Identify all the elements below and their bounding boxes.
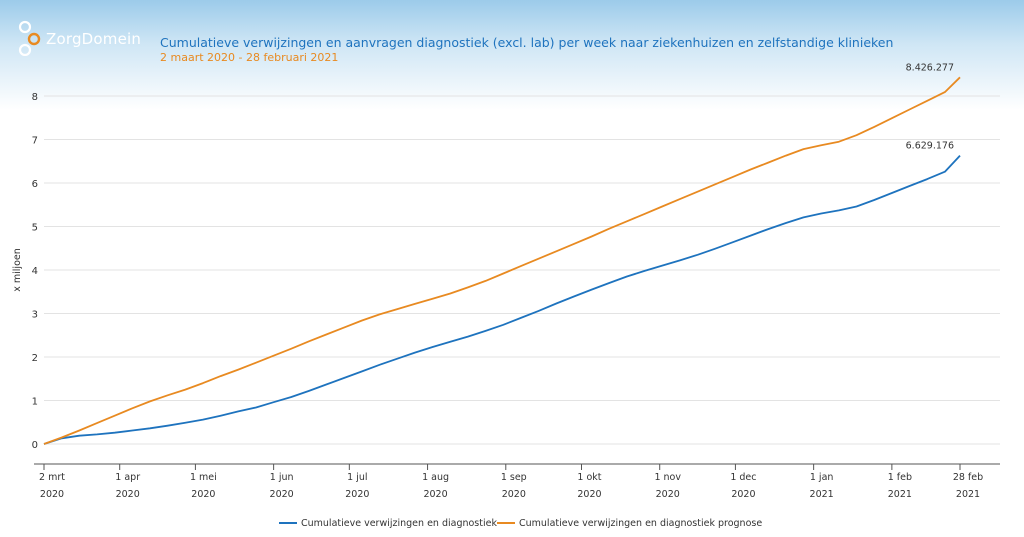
series-line-1	[43, 76, 961, 445]
x-tick-year-label: 2020	[656, 489, 680, 500]
x-tick-label: 1 dec	[730, 472, 756, 483]
x-tick-year-label: 2020	[731, 489, 755, 500]
x-tick-year-label: 2020	[270, 489, 294, 500]
x-tick-label: 2 mrt	[39, 472, 65, 483]
chart-grid	[44, 95, 1000, 445]
x-tick-label: 1 jul	[347, 472, 367, 483]
brand-name: ZorgDomein	[46, 30, 142, 48]
x-tick-year-label: 2020	[116, 489, 140, 500]
y-tick-label: 6	[32, 179, 38, 190]
brand-logo: ZorgDomein	[18, 20, 148, 56]
x-axis: 2 mrt 2020 1 apr 2020 1 mei 2020 1 jun 2020 1 ju…	[34, 463, 1000, 500]
zorgdomein-logo-icon	[18, 20, 41, 56]
legend-item-prognose: Cumulatieve verwijzingen en diagnostiek …	[497, 518, 762, 529]
chart-title: Cumulatieve verwijzingen en aanvragen di…	[160, 35, 894, 50]
y-axis-label: x miljoen	[12, 248, 23, 292]
x-tick-year-label: 2020	[40, 489, 64, 500]
x-tick-year-label: 2020	[423, 489, 447, 500]
x-tick-year-label: 2020	[191, 489, 215, 500]
legend-swatch-actual	[279, 521, 297, 524]
y-tick-label: 0	[32, 440, 38, 451]
legend-swatch-prognose	[497, 521, 515, 524]
x-tick-year-label: 2021	[810, 489, 834, 500]
y-tick-label: 1	[32, 397, 38, 408]
y-tick-label: 4	[32, 266, 38, 277]
legend-label-prognose: Cumulatieve verwijzingen en diagnostiek …	[519, 518, 763, 529]
x-tick-label: 1 mei	[190, 472, 217, 483]
x-tick-label: 1 sep	[501, 472, 527, 483]
chart-series	[43, 76, 961, 445]
y-tick-label: 3	[32, 310, 38, 321]
legend-label-actual: Cumulatieve verwijzingen en diagnostiek	[301, 518, 497, 529]
y-tick-label: 2	[32, 353, 38, 364]
y-axis: 0 1 2 3 4 5 6 7 8	[32, 92, 38, 451]
header-background	[0, 0, 1024, 110]
x-tick-label: 28 feb	[953, 472, 983, 483]
x-tick-label: 1 jun	[270, 472, 294, 483]
x-tick-label: 1 okt	[577, 472, 601, 483]
y-tick-label: 5	[32, 223, 38, 234]
series-end-label-0: 6.629.176	[906, 141, 954, 152]
x-tick-label: 1 jan	[810, 472, 834, 483]
legend-item-actual: Cumulatieve verwijzingen en diagnostiek	[279, 518, 497, 529]
x-tick-label: 1 nov	[654, 472, 681, 483]
x-tick-year-label: 2021	[888, 489, 912, 500]
y-tick-label: 8	[32, 92, 38, 103]
x-tick-year-label: 2020	[502, 489, 526, 500]
chart-legend: Cumulatieve verwijzingen en diagnostiek …	[0, 518, 1024, 534]
series-end-label-1: 8.426.277	[906, 62, 954, 73]
y-tick-label: 7	[32, 136, 38, 147]
x-tick-year-label: 2021	[956, 489, 980, 500]
chart-subtitle: 2 maart 2020 - 28 februari 2021	[160, 51, 339, 64]
x-tick-label: 1 feb	[888, 472, 912, 483]
x-tick-year-label: 2020	[577, 489, 601, 500]
series-end-labels: 6.629.176 8.426.277	[906, 62, 954, 151]
series-line-0	[43, 154, 961, 445]
x-tick-label: 1 apr	[115, 472, 140, 483]
x-tick-year-label: 2020	[345, 489, 369, 500]
x-tick-label: 1 aug	[422, 472, 449, 483]
